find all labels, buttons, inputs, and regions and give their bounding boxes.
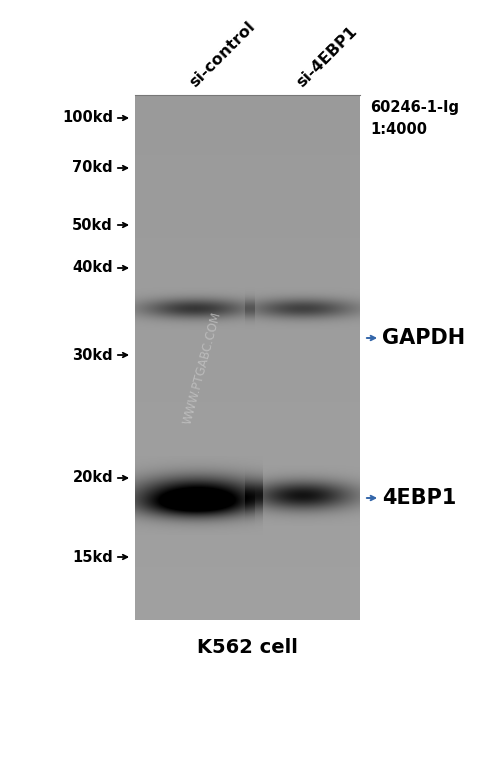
Text: 20kd: 20kd	[72, 470, 113, 485]
Text: si-4EBP1: si-4EBP1	[294, 23, 360, 90]
Text: si-control: si-control	[186, 19, 258, 90]
Text: 50kd: 50kd	[72, 218, 113, 232]
Text: K562 cell: K562 cell	[197, 638, 298, 657]
Text: 15kd: 15kd	[72, 549, 113, 565]
Text: GAPDH: GAPDH	[382, 328, 465, 348]
Text: 100kd: 100kd	[62, 111, 113, 126]
Text: 60246-1-Ig: 60246-1-Ig	[370, 100, 459, 115]
Text: 4EBP1: 4EBP1	[382, 488, 456, 508]
Text: WWW.PTGABC.COM: WWW.PTGABC.COM	[181, 310, 224, 426]
Text: 70kd: 70kd	[72, 161, 113, 176]
Text: 30kd: 30kd	[72, 348, 113, 363]
Text: 40kd: 40kd	[72, 261, 113, 275]
Text: 1:4000: 1:4000	[370, 122, 427, 137]
